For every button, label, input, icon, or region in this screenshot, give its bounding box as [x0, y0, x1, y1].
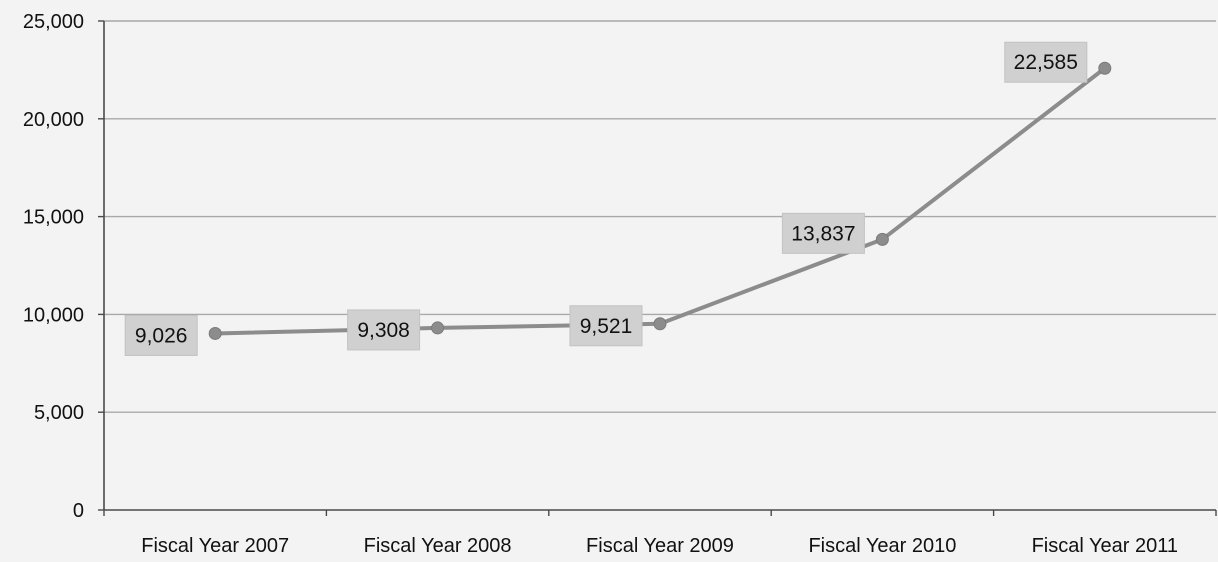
- data-label: 9,308: [357, 319, 410, 342]
- x-tick-label: Fiscal Year 2011: [1032, 535, 1178, 557]
- x-axis-tick-labels: Fiscal Year 2007 Fiscal Year 2008 Fiscal Y…: [141, 535, 1178, 557]
- y-tick-label: 5,000: [34, 402, 84, 424]
- data-label-box: [569, 305, 643, 347]
- axes: [98, 20, 1217, 516]
- data-label: 13,837: [791, 222, 855, 245]
- data-point-marker: [208, 326, 222, 340]
- y-tick-label: 25,000: [23, 11, 84, 33]
- x-tick-label: Fiscal Year 2010: [808, 535, 956, 557]
- y-tick-label: 10,000: [23, 304, 84, 326]
- gridlines: [104, 20, 1216, 413]
- data-labels: 9,026 9,308 9,521 13,837 22,585: [124, 41, 1088, 356]
- data-label-box: [1004, 41, 1088, 83]
- y-tick-label: 15,000: [23, 207, 84, 229]
- data-label-box: [124, 314, 198, 356]
- x-tick-label: Fiscal Year 2008: [364, 535, 512, 557]
- data-point-marker: [431, 321, 445, 335]
- data-label-box: [781, 212, 865, 254]
- data-point-marker: [653, 317, 667, 331]
- series-line: [208, 61, 1112, 340]
- series-line-path: [213, 66, 1107, 336]
- y-tick-label: 0: [73, 500, 84, 522]
- data-point-marker: [1098, 61, 1112, 75]
- data-label: 9,521: [580, 315, 633, 338]
- x-tick-label: Fiscal Year 2007: [141, 535, 289, 557]
- y-tick-label: 20,000: [23, 109, 84, 131]
- data-label: 9,026: [135, 324, 188, 347]
- x-tick-label: Fiscal Year 2009: [586, 535, 734, 557]
- y-axis-tick-labels: 0 5,000 10,000 15,000 20,000 25,000: [23, 11, 84, 522]
- data-point-marker: [875, 232, 889, 246]
- data-label: 22,585: [1014, 51, 1078, 74]
- data-label-box: [347, 309, 421, 351]
